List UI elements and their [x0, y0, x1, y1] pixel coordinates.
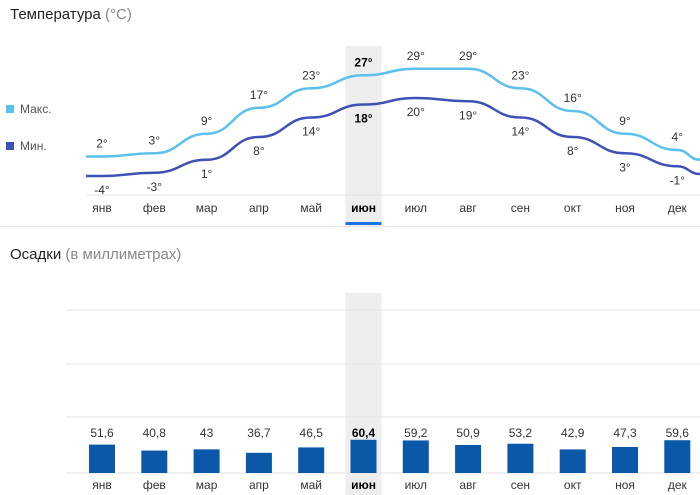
- precip-bar-7: [455, 445, 482, 473]
- precip-bar-6: [402, 440, 429, 473]
- max-temp-label-11: 4°: [672, 130, 684, 144]
- precip-value-label-6: 59,2: [404, 426, 428, 440]
- max-temp-label-7: 29°: [459, 49, 477, 63]
- temp-month-label-4[interactable]: май: [300, 201, 322, 215]
- precip-month-label-2[interactable]: мар: [196, 478, 218, 492]
- precip-value-label-3: 36,7: [247, 426, 271, 440]
- section-divider: [0, 226, 700, 227]
- max-temp-label-1: 3°: [149, 133, 161, 147]
- temperature-unit: (°C): [105, 6, 132, 23]
- max-temp-label-9: 16°: [564, 91, 582, 105]
- precip-bar-4: [298, 447, 325, 473]
- temp-month-label-6[interactable]: июл: [405, 201, 427, 215]
- temp-month-label-7[interactable]: авг: [459, 201, 477, 215]
- precip-month-label-8[interactable]: сен: [511, 478, 530, 492]
- temperature-title: Температура (°C): [10, 6, 132, 23]
- precip-value-label-0: 51,6: [90, 426, 114, 440]
- max-temp-line: [86, 67, 700, 161]
- legend-min-swatch: [6, 142, 14, 150]
- precip-value-label-5: 60,4: [352, 426, 376, 440]
- precip-value-label-9: 42,9: [561, 426, 585, 440]
- max-temp-label-3: 17°: [250, 88, 268, 102]
- precip-value-label-8: 53,2: [509, 426, 533, 440]
- precip-value-label-7: 50,9: [456, 426, 480, 440]
- precip-month-label-4[interactable]: май: [300, 478, 322, 492]
- precip-bar-2: [193, 449, 220, 473]
- max-temp-label-2: 9°: [201, 114, 213, 128]
- precip-month-label-7[interactable]: авг: [459, 478, 477, 492]
- min-temp-line: [85, 96, 700, 178]
- temp-month-label-11[interactable]: дек: [668, 201, 688, 215]
- max-temp-label-0: 2°: [96, 137, 108, 151]
- precip-bar-9: [559, 449, 586, 473]
- precip-value-label-2: 43: [200, 426, 214, 440]
- precip-bar-0: [89, 444, 115, 473]
- max-temp-label-6: 29°: [407, 49, 425, 63]
- precip-value-label-1: 40,8: [143, 426, 167, 440]
- precip-value-label-11: 59,6: [666, 426, 690, 440]
- temp-month-label-2[interactable]: мар: [196, 201, 218, 215]
- temperature-chart: 2° 3° 9° 17° 23° 27° 29° 29° 23° 16° 9° 4° -4° -3° 1° 8…: [85, 46, 700, 226]
- min-temp-label-8: 14°: [511, 125, 529, 139]
- legend-min: Мин.: [6, 139, 47, 153]
- temp-month-label-1[interactable]: фев: [143, 201, 166, 215]
- precip-month-label-11[interactable]: дек: [668, 478, 688, 492]
- temp-month-label-3[interactable]: апр: [249, 201, 269, 215]
- min-temp-label-1: -3°: [147, 180, 163, 194]
- min-temp-label-7: 19°: [459, 108, 477, 122]
- min-temp-label-4: 14°: [302, 125, 320, 139]
- min-temp-label-0: -4°: [94, 183, 110, 197]
- max-temp-label-4: 23°: [302, 68, 320, 82]
- precip-month-label-6[interactable]: июл: [405, 478, 427, 492]
- precip-bar-11: [664, 440, 691, 473]
- precip-month-label-10[interactable]: ноя: [615, 478, 635, 492]
- precip-bar-8: [507, 443, 534, 473]
- min-temp-label-2: 1°: [201, 167, 213, 181]
- temp-month-label-0[interactable]: янв: [92, 201, 112, 215]
- selected-month-indicator: [345, 222, 382, 225]
- temperature-title-text: Температура: [10, 6, 101, 23]
- temp-month-label-5[interactable]: июн: [351, 201, 376, 215]
- precip-value-label-10: 47,3: [613, 426, 637, 440]
- legend-min-label: Мин.: [20, 139, 47, 153]
- min-temp-label-11: -1°: [670, 173, 686, 187]
- temp-month-label-8[interactable]: сен: [511, 201, 530, 215]
- min-temp-label-6: 20°: [407, 105, 425, 119]
- precipitation-title-text: Осадки: [10, 246, 62, 263]
- precip-bar-1: [141, 450, 168, 473]
- temp-month-label-9[interactable]: окт: [564, 201, 582, 215]
- max-temp-label-5: 27°: [354, 55, 372, 69]
- precipitation-unit: (в миллиметрах): [65, 246, 182, 263]
- max-temp-label-10: 9°: [619, 114, 631, 128]
- legend-max: Макс.: [6, 102, 52, 116]
- min-temp-label-9: 8°: [567, 144, 579, 158]
- legend-max-swatch: [6, 105, 14, 113]
- precip-month-label-9[interactable]: окт: [564, 478, 582, 492]
- precip-month-label-3[interactable]: апр: [249, 478, 269, 492]
- precip-month-label-0[interactable]: янв: [92, 478, 112, 492]
- min-temp-label-3: 8°: [253, 144, 265, 158]
- precip-bar-10: [612, 446, 638, 473]
- precip-value-label-4: 46,5: [300, 426, 324, 440]
- precip-month-label-1[interactable]: фев: [143, 478, 166, 492]
- precip-bar-5: [350, 439, 377, 473]
- max-temp-label-8: 23°: [511, 68, 529, 82]
- legend-max-label: Макс.: [20, 102, 52, 116]
- precip-month-label-5[interactable]: июн: [351, 478, 376, 492]
- precip-bar-3: [245, 452, 272, 473]
- temp-month-label-10[interactable]: ноя: [615, 201, 635, 215]
- precipitation-title: Осадки (в миллиметрах): [10, 246, 181, 263]
- min-temp-label-10: 3°: [619, 160, 631, 174]
- min-temp-label-5: 18°: [354, 112, 372, 126]
